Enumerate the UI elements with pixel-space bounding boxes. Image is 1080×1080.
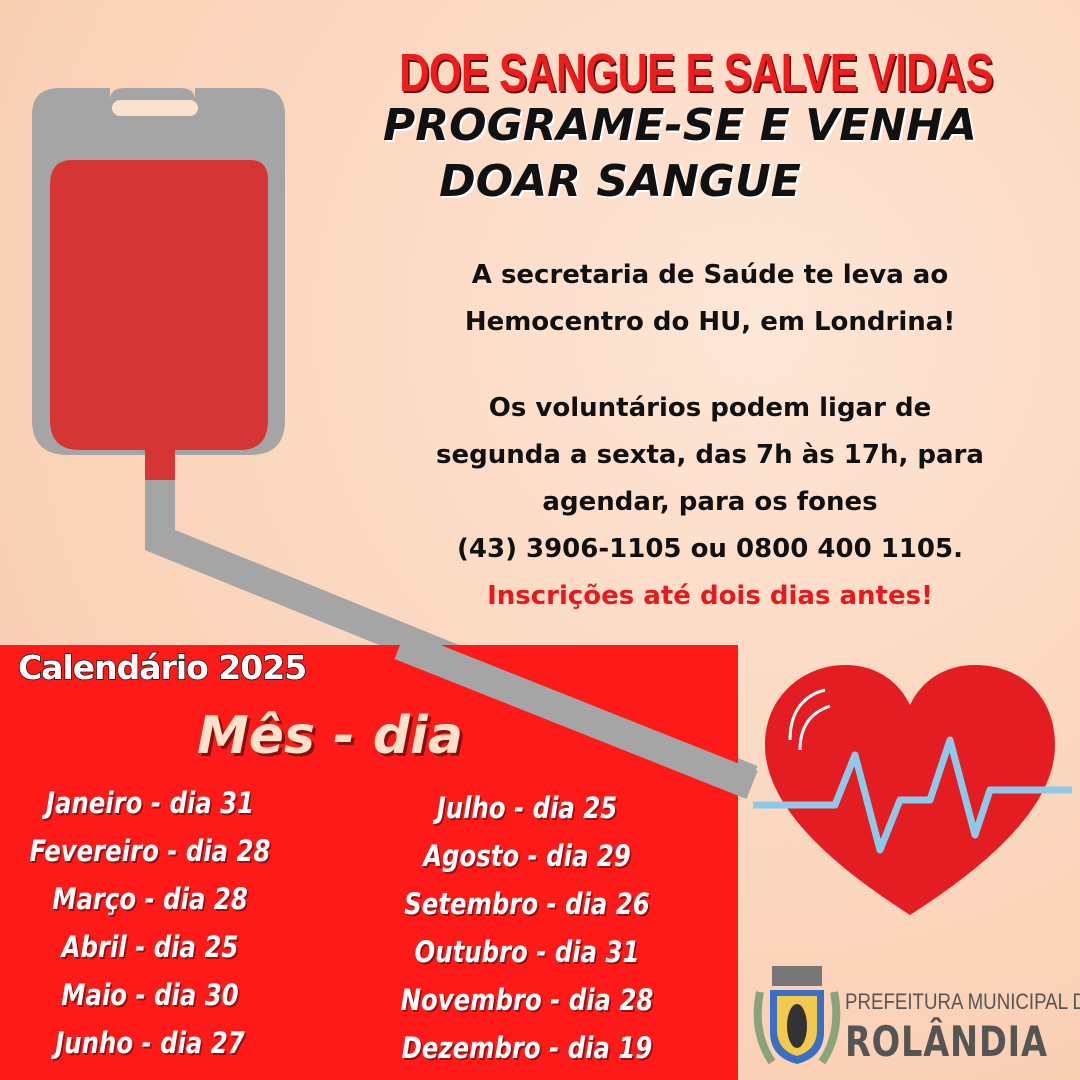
month-item: Dezembro - dia 19 bbox=[401, 1031, 653, 1065]
logo-text-rolandia: ROLÂNDIA bbox=[845, 1017, 1048, 1066]
months-left: Janeiro - dia 31 Fevereiro - dia 28 Març… bbox=[0, 783, 330, 1071]
bag-hanger-hole bbox=[112, 100, 198, 116]
month-item: Setembro - dia 26 bbox=[404, 887, 650, 921]
month-item: Janeiro - dia 31 bbox=[45, 786, 255, 820]
calendar-header: Mês - dia bbox=[197, 706, 463, 766]
month-item: Fevereiro - dia 28 bbox=[29, 834, 271, 868]
month-item: Maio - dia 30 bbox=[61, 978, 239, 1012]
month-item: Outubro - dia 31 bbox=[414, 935, 640, 969]
month-item: Abril - dia 25 bbox=[61, 930, 239, 964]
info-line: (43) 3906-1105 ou 0800 400 1105. bbox=[457, 534, 963, 564]
month-item: Junho - dia 27 bbox=[55, 1026, 245, 1060]
month-item: Agosto - dia 29 bbox=[423, 839, 631, 873]
info-line: Os voluntários podem ligar de bbox=[488, 393, 932, 423]
subheadline-2: DOAR SANGUE bbox=[439, 156, 801, 207]
info-line: A secretaria de Saúde te leva ao bbox=[471, 260, 949, 290]
info-line: Hemocentro do HU, em Londrina! bbox=[464, 307, 956, 337]
info-line: segunda a sexta, das 7h às 17h, para bbox=[436, 440, 984, 470]
month-item: Julho - dia 25 bbox=[436, 791, 618, 825]
month-item: Março - dia 28 bbox=[52, 882, 248, 916]
month-item: Novembro - dia 28 bbox=[400, 983, 654, 1017]
info-text-2: Os voluntários podem ligar de segunda a … bbox=[380, 385, 1040, 620]
headline: DOE SANGUE E SALVE VIDAS bbox=[399, 43, 993, 103]
heart-ecg-icon bbox=[753, 665, 1072, 915]
info-line: agendar, para os fones bbox=[542, 487, 878, 517]
blood-bag-neck bbox=[145, 448, 175, 480]
calendar-title: Calendário 2025 bbox=[17, 647, 308, 688]
months-right: Julho - dia 25 Agosto - dia 29 Setembro … bbox=[347, 788, 707, 1076]
rolandia-coat-of-arms bbox=[753, 966, 841, 1065]
deadline-text: Inscrições até dois dias antes! bbox=[487, 581, 933, 611]
info-text-1: A secretaria de Saúde te leva ao Hemocen… bbox=[380, 252, 1040, 346]
logo-text-prefeitura: PREFEITURA MUNICIPAL DE bbox=[845, 989, 1080, 1014]
blood-fill bbox=[50, 160, 268, 450]
subheadline-1: PROGRAME-SE E VENHA bbox=[383, 100, 977, 151]
